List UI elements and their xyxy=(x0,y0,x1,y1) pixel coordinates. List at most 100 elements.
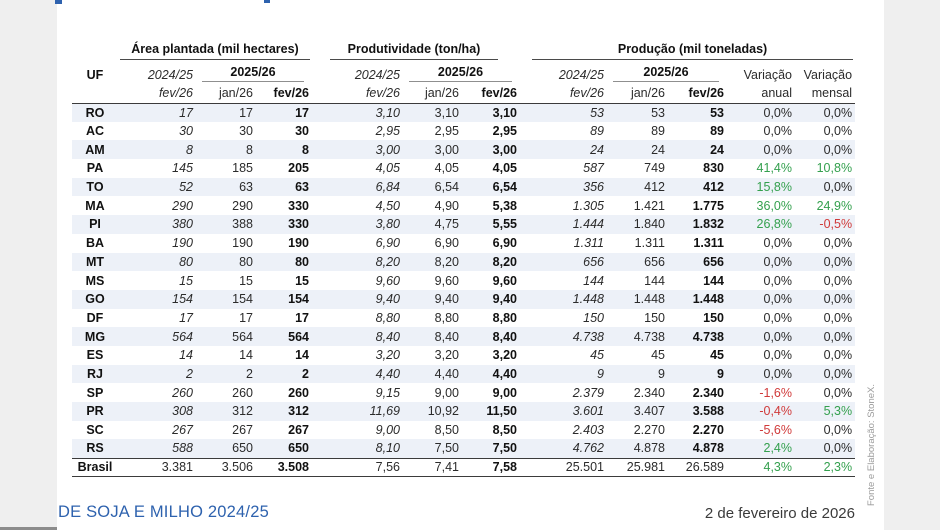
prod-fev-cell: 8,20 xyxy=(492,254,517,269)
area-jan-cell: 2 xyxy=(246,366,253,381)
var-anual-cell: 0,0% xyxy=(763,142,793,157)
prod-prev-cell: 8,20 xyxy=(375,254,400,269)
window-bottom-edge xyxy=(0,527,57,530)
uf-cell: AM xyxy=(85,142,105,157)
area-prev-cell: 380 xyxy=(172,217,193,232)
out-sub-prev: fev/26 xyxy=(520,83,607,104)
prod-jan-cell: 8,40 xyxy=(434,329,459,344)
prod-fev-cell: 3,20 xyxy=(492,348,517,363)
prod-prev-cell: 6,84 xyxy=(375,180,400,195)
area-fev-cell: 2 xyxy=(302,366,309,381)
prod-fev-cell: 9,60 xyxy=(492,273,517,288)
table-row: RJ 2 2 2 4,40 4,40 4,40 9 9 9 0,0% 0,0% xyxy=(72,364,856,384)
prod-jan-cell: 7,41 xyxy=(403,457,462,478)
table-row: BA 190 190 190 6,90 6,90 6,90 1.311 1.31… xyxy=(72,234,855,253)
prod-jan-cell: 3,10 xyxy=(434,105,459,120)
area-prev-cell: 8 xyxy=(186,142,193,157)
area-fev-cell: 330 xyxy=(288,217,309,232)
var-mensal-cell: 0,0% xyxy=(823,366,853,381)
out-season-prev: 2024/25 xyxy=(558,68,604,82)
area-fev-cell: 564 xyxy=(288,329,309,344)
var-mensal-cell: 0,0% xyxy=(823,142,853,157)
uf-header-spacer2 xyxy=(72,83,118,104)
prod-fev-cell: 3,10 xyxy=(492,105,517,120)
area-fev-cell: 17 xyxy=(295,310,309,325)
out-jan-cell: 24 xyxy=(651,142,665,157)
area-prev-cell: 2 xyxy=(186,366,193,381)
var-anual-cell: 41,4% xyxy=(756,161,792,176)
prod-fev-cell: 9,40 xyxy=(492,292,517,307)
out-fev-cell: 24 xyxy=(710,142,724,157)
prod-jan-cell: 9,00 xyxy=(434,385,459,400)
month-header-row: fev/26 jan/26 fev/26 fev/26 jan/26 fev/2… xyxy=(72,83,856,104)
uf-cell: RO xyxy=(85,105,105,120)
prod-jan-cell: 3,00 xyxy=(434,142,459,157)
prod-jan-cell: 4,40 xyxy=(434,366,459,381)
prod-prev-cell: 9,60 xyxy=(375,273,400,288)
out-prev-cell: 3.601 xyxy=(572,404,604,419)
var-anual-cell: 15,8% xyxy=(756,180,792,195)
uf-cell: AC xyxy=(85,124,105,139)
var-anual-cell: 26,8% xyxy=(756,217,792,232)
var-anual-cell: -1,6% xyxy=(759,385,792,400)
prod-prev-cell: 8,10 xyxy=(375,441,400,456)
out-prev-cell: 1.448 xyxy=(572,292,604,307)
out-jan-cell: 144 xyxy=(644,273,665,288)
out-fev-cell: 4.738 xyxy=(692,329,724,344)
var-anual-cell: 4,3% xyxy=(727,457,795,478)
area-prev-cell: 15 xyxy=(179,273,193,288)
var-anual-cell: 0,0% xyxy=(763,254,793,269)
area-season-curr-label: 2025/26 xyxy=(202,65,304,82)
prod-fev-cell: 9,00 xyxy=(492,385,517,400)
out-fev-cell: 26.589 xyxy=(668,457,727,478)
prod-prev-cell: 8,80 xyxy=(375,310,400,325)
left-margin-strip xyxy=(0,0,57,530)
out-fev-cell: 4.878 xyxy=(692,441,724,456)
uf-cell: MG xyxy=(84,329,106,344)
uf-cell: ES xyxy=(86,348,104,363)
out-fev-cell: 2.340 xyxy=(692,385,724,400)
uf-cell: PR xyxy=(86,404,104,419)
report-table: Área plantada (mil hectares) Produtivida… xyxy=(72,40,856,478)
report-title-footer: DE SOJA E MILHO 2024/25 xyxy=(58,503,269,521)
out-jan-cell: 2.340 xyxy=(633,385,665,400)
var-anual-cell: 0,0% xyxy=(763,366,793,381)
out-prev-cell: 144 xyxy=(583,273,604,288)
uf-header-spacer xyxy=(72,40,118,60)
var-mensal-cell: 0,0% xyxy=(823,180,853,195)
area-jan-cell: 388 xyxy=(232,217,253,232)
out-jan-cell: 9 xyxy=(658,366,665,381)
prod-jan-cell: 6,90 xyxy=(434,236,459,251)
out-prev-cell: 9 xyxy=(597,366,604,381)
out-prev-cell: 4.738 xyxy=(572,329,604,344)
var-mensal-cell: 5,3% xyxy=(823,404,853,419)
uf-cell: SP xyxy=(86,385,104,400)
prod-prev-cell: 4,40 xyxy=(375,366,400,381)
var-anual-cell: 0,0% xyxy=(763,329,793,344)
prod-jan-cell: 8,80 xyxy=(434,310,459,325)
area-jan-cell: 15 xyxy=(239,273,253,288)
prod-jan-cell: 7,50 xyxy=(434,441,459,456)
out-fev-cell: 2.270 xyxy=(692,423,724,438)
var-mensal-cell: 0,0% xyxy=(823,329,853,344)
var-anual-cell: -5,6% xyxy=(759,423,792,438)
out-jan-cell: 2.270 xyxy=(633,423,665,438)
area-prev-cell: 588 xyxy=(172,441,193,456)
right-margin-strip xyxy=(884,0,940,530)
out-jan-cell: 89 xyxy=(651,124,665,139)
table-row: GO 154 154 154 9,40 9,40 9,40 1.448 1.44… xyxy=(72,289,856,309)
area-prev-cell: 190 xyxy=(172,236,193,251)
area-prev-cell: 564 xyxy=(172,329,193,344)
prod-fev-cell: 4,40 xyxy=(492,366,517,381)
table-row: MG 564 564 564 8,40 8,40 8,40 4.738 4.73… xyxy=(72,327,856,346)
uf-cell: SC xyxy=(86,423,104,438)
area-sub-jan: jan/26 xyxy=(196,83,256,104)
area-jan-cell: 260 xyxy=(232,385,253,400)
table-row: Brasil 3.381 3.506 3.508 7,56 7,41 7,58 … xyxy=(72,457,856,478)
area-fev-cell: 267 xyxy=(288,423,309,438)
table-row: PR 308 312 312 11,69 10,92 11,50 3.601 3… xyxy=(72,402,856,421)
out-fev-cell: 89 xyxy=(710,124,724,139)
area-season-prev: 2024/25 xyxy=(147,68,193,82)
table-row: MT 80 80 80 8,20 8,20 8,20 656 656 656 0… xyxy=(72,252,856,272)
out-prev-cell: 356 xyxy=(583,180,604,195)
